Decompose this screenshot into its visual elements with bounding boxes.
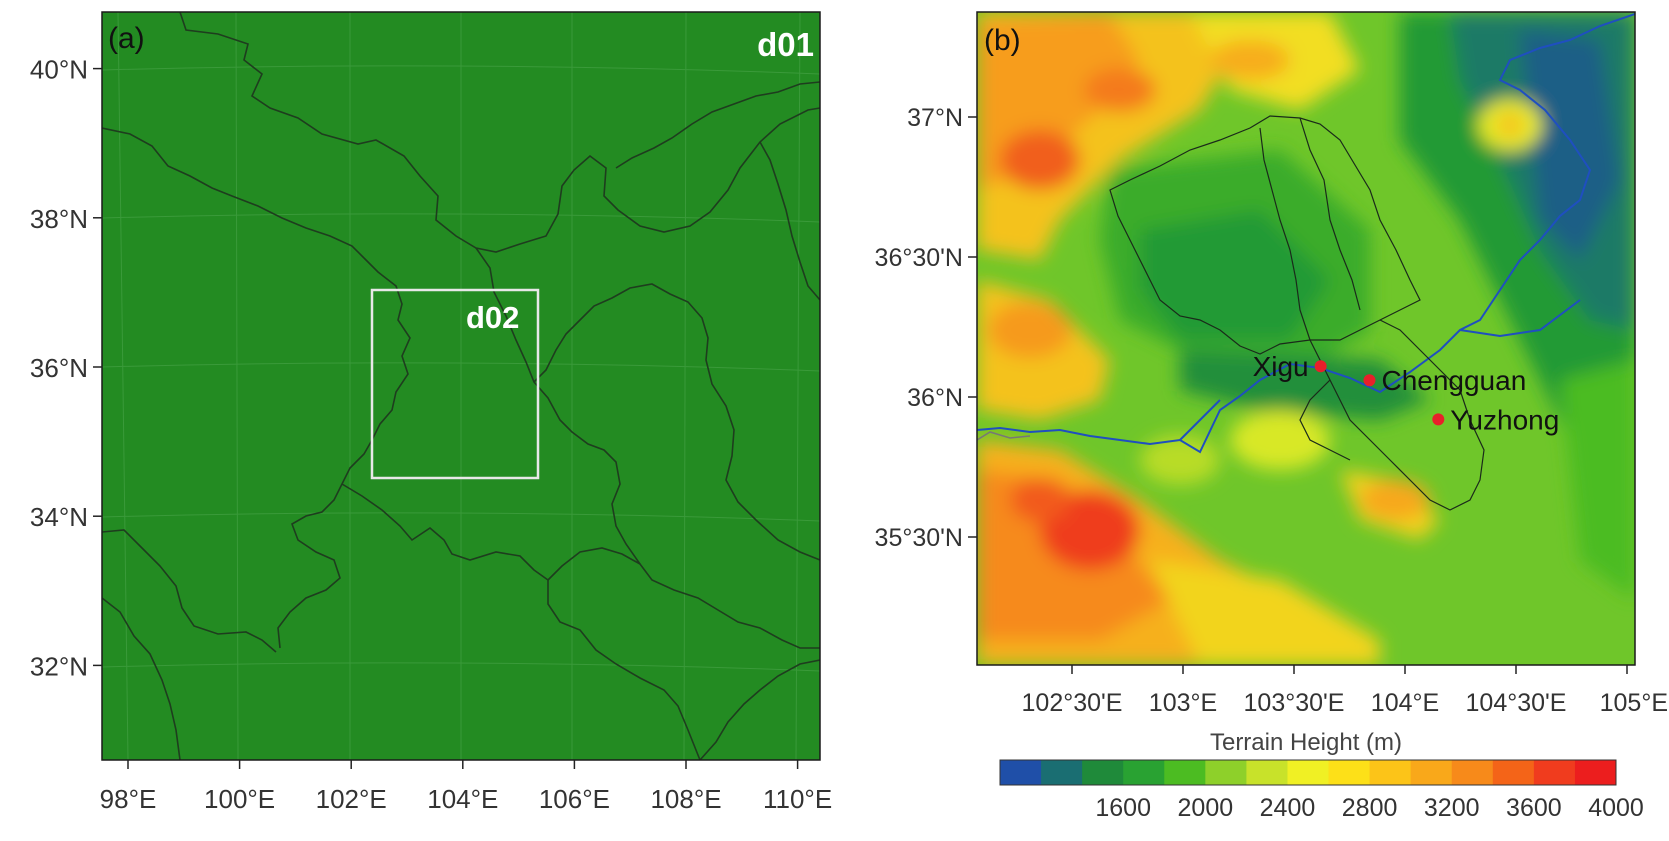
colorbar-title: Terrain Height (m): [1210, 729, 1402, 756]
colorbar-swatch: [1041, 760, 1083, 785]
colorbar-swatch: [1533, 760, 1576, 785]
panel-a-lat-label: 34°N: [30, 502, 88, 532]
panel-a-graticule: [102, 12, 820, 760]
panel-b-sites: Xigu Chengguan Yuzhong: [1253, 351, 1560, 435]
panel-a-lon-label: 100°E: [204, 784, 275, 814]
colorbar-tick-label: 2000: [1178, 794, 1234, 822]
colorbar-swatch: [1123, 760, 1165, 785]
colorbar-tick-label: 1600: [1095, 794, 1151, 822]
panel-b-lat-label: 36°N: [907, 384, 963, 412]
panel-b-terrain: [977, 12, 1635, 665]
d02-label: d02: [466, 300, 519, 335]
d01-label: d01: [757, 26, 814, 63]
panel-a-lon-axis: 98°E 100°E 102°E 104°E 106°E 108°E 110°E: [100, 760, 832, 814]
panel-a-lat-label: 40°N: [30, 55, 88, 85]
panel-b-lon-label: 103°E: [1149, 689, 1217, 717]
colorbar-tick-label: 4000: [1588, 794, 1644, 822]
colorbar-tick-label: 2800: [1342, 794, 1398, 822]
panel-b-lat-label: 37°N: [907, 104, 963, 132]
colorbar-swatch: [1369, 760, 1412, 785]
panel-a-label: (a): [108, 22, 145, 55]
panel-b-lon-label: 103°30'E: [1244, 689, 1345, 717]
site-label-chengguan: Chengguan: [1381, 365, 1526, 396]
panel-b-lon-label: 105°E: [1600, 689, 1668, 717]
colorbar-swatch: [1410, 760, 1453, 785]
panel-a-lon-label: 104°E: [427, 784, 498, 814]
panel-a-boundaries: [102, 12, 820, 760]
colorbar-tick-label: 3200: [1424, 794, 1480, 822]
site-label-yuzhong: Yuzhong: [1450, 404, 1559, 435]
colorbar-swatch: [1246, 760, 1288, 785]
d02-domain-box: [370, 288, 540, 480]
panel-b: (b) 37°N 36°30'N 36°N 35°30'N 102°30'E 103°E…: [875, 11, 1668, 822]
panel-a-lat-label: 36°N: [30, 353, 88, 383]
site-marker-xigu: [1314, 360, 1327, 373]
panel-b-label: (b): [984, 24, 1021, 57]
panel-b-lon-label: 102°30'E: [1022, 689, 1123, 717]
colorbar-swatch: [1492, 760, 1535, 785]
panel-a-lat-axis: 40°N 38°N 36°N 34°N 32°N: [30, 55, 102, 681]
panel-b-lon-label: 104°E: [1371, 689, 1439, 717]
colorbar-swatch: [1205, 760, 1247, 785]
panel-b-lat-label: 36°30'N: [875, 244, 963, 272]
panel-a-lon-label: 106°E: [539, 784, 610, 814]
colorbar-swatch: [1000, 760, 1042, 785]
panel-b-border: [976, 11, 1636, 666]
panel-b-lat-label: 35°30'N: [875, 524, 963, 552]
panel-b-lat-axis: 37°N 36°30'N 36°N 35°30'N: [875, 104, 977, 552]
site-marker-yuzhong: [1432, 413, 1445, 426]
colorbar-swatch: [1082, 760, 1124, 785]
colorbar-swatch: [1574, 760, 1617, 785]
panel-b-boundaries: [1109, 115, 1485, 511]
panel-b-lon-label: 104°30'E: [1466, 689, 1567, 717]
panel-a-lon-label: 98°E: [100, 784, 157, 814]
panel-a-lon-label: 102°E: [316, 784, 387, 814]
panel-a-border: [101, 11, 821, 761]
panel-b-rivers: [977, 13, 1635, 454]
colorbar-swatch: [1287, 760, 1330, 785]
site-marker-chengguan: [1363, 374, 1376, 387]
panel-b-lon-axis: 102°30'E 103°E 103°30'E 104°E 104°30'E 105°E: [1022, 665, 1668, 717]
panel-a: (a) d01 d02 40°N 38°N 36°N 34°N 32°N 98°E 100…: [30, 11, 832, 814]
colorbar: [999, 759, 1617, 786]
colorbar-tick-label: 2400: [1260, 794, 1316, 822]
panel-a-lines: [102, 12, 820, 760]
site-label-xigu: Xigu: [1253, 351, 1309, 382]
colorbar-labels: 1600 2000 2400 2800 3200 3600 4000: [1095, 794, 1643, 822]
panel-a-lat-label: 32°N: [30, 651, 88, 681]
colorbar-outline: [999, 759, 1617, 786]
colorbar-swatch: [1328, 760, 1371, 785]
colorbar-swatch: [1451, 760, 1494, 785]
colorbar-swatch: [1164, 760, 1206, 785]
panel-a-lat-label: 38°N: [30, 204, 88, 234]
colorbar-tick-label: 3600: [1506, 794, 1562, 822]
panel-a-lon-label: 110°E: [763, 784, 832, 814]
panel-a-lon-label: 108°E: [650, 784, 721, 814]
